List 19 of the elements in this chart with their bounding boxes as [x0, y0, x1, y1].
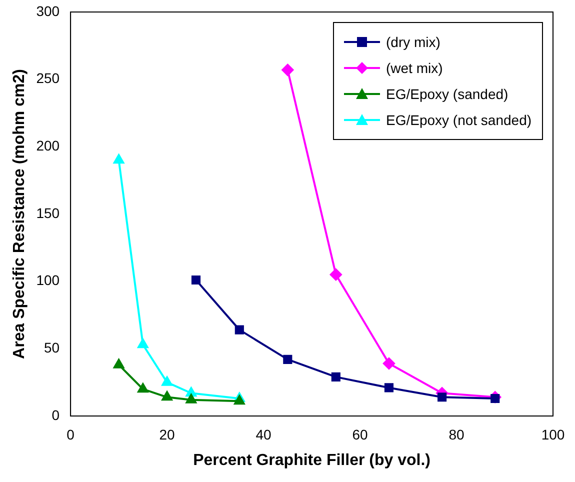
y-tick-label: 0	[52, 406, 60, 423]
x-tick-label: 20	[159, 426, 176, 442]
x-tick-label: 0	[66, 426, 75, 442]
y-tick-label: 100	[36, 272, 60, 288]
x-tick-label: 60	[352, 426, 368, 442]
x-tick-label: 100	[541, 426, 565, 442]
legend-label: (wet mix)	[386, 60, 443, 76]
legend-label: (dry mix)	[386, 34, 440, 50]
y-axis-title: Area Specific Resistance (mohm cm2)	[11, 69, 28, 359]
y-tick-label: 200	[36, 138, 60, 154]
x-tick-label: 40	[256, 426, 272, 442]
legend-label: EG/Epoxy (sanded)	[386, 86, 508, 102]
y-tick-label: 300	[36, 2, 60, 19]
x-tick-label: 80	[448, 426, 465, 442]
y-tick-label: 50	[44, 340, 60, 356]
y-tick-label: 250	[36, 70, 60, 86]
x-axis-title: Percent Graphite Filler (by vol.)	[193, 452, 430, 469]
legend-label: EG/Epoxy (not sanded)	[386, 112, 532, 128]
y-tick-label: 150	[36, 204, 60, 221]
